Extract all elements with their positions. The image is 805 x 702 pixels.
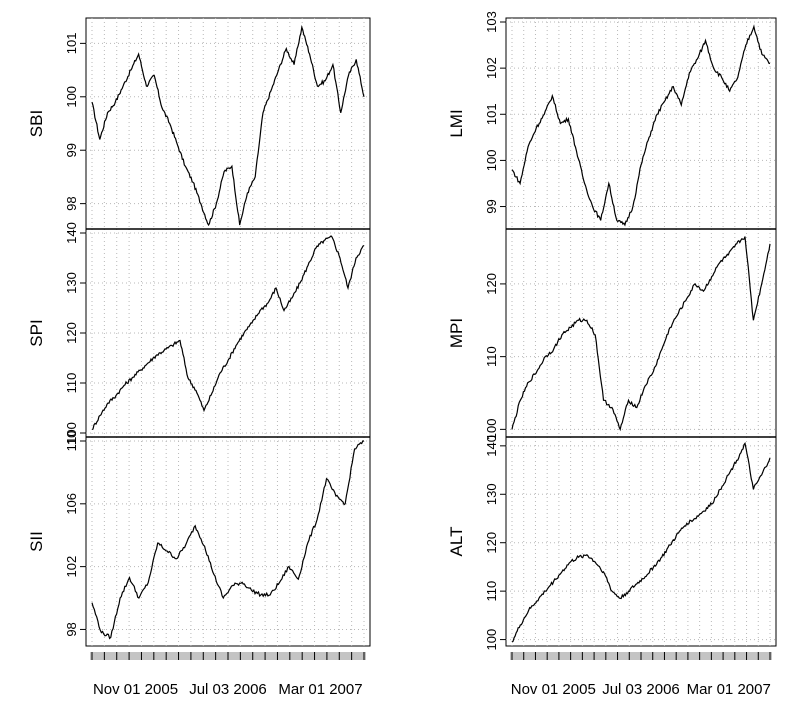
panel-lmi: 99 100 101 102 103 LMI bbox=[447, 11, 776, 229]
y-tick-label: 130 bbox=[64, 272, 79, 294]
series-line bbox=[511, 24, 771, 227]
time-axis: Nov 01 2005 Jul 03 2006 Mar 01 2007 bbox=[510, 652, 772, 698]
series-line bbox=[511, 442, 771, 643]
y-tick-label: 100 bbox=[64, 422, 79, 444]
y-tick-label: 140 bbox=[484, 435, 499, 457]
y-tick-label: 100 bbox=[64, 86, 79, 108]
panel-ylabel: SBI bbox=[27, 110, 46, 137]
x-date-label: Nov 01 2005 bbox=[511, 681, 596, 698]
x-date-label: Jul 03 2006 bbox=[602, 681, 680, 698]
panel-ylabel: MPI bbox=[447, 318, 466, 348]
panel-column-frame bbox=[505, 17, 777, 647]
y-tick-label: 99 bbox=[484, 199, 499, 213]
y-tick-label: 100 bbox=[484, 419, 499, 441]
panel-mpi: 100 110 120 MPI bbox=[447, 228, 776, 441]
y-tick-label: 99 bbox=[64, 143, 79, 157]
y-tick-label: 110 bbox=[484, 581, 499, 602]
y-tick-label: 103 bbox=[484, 11, 499, 33]
y-tick-label: 140 bbox=[64, 222, 79, 244]
y-tick-label: 100 bbox=[484, 150, 499, 172]
y-tick-label: 100 bbox=[484, 629, 499, 651]
x-date-label: Jul 03 2006 bbox=[189, 681, 267, 698]
panel-ylabel: SPI bbox=[27, 319, 46, 346]
series-line bbox=[91, 24, 365, 227]
panel-ylabel: ALT bbox=[447, 527, 466, 557]
x-date-label: Mar 01 2007 bbox=[278, 681, 362, 698]
y-tick-label: 130 bbox=[484, 483, 499, 505]
y-tick-label: 102 bbox=[64, 556, 79, 578]
panel-alt: 100 110 120 130 140 ALT bbox=[447, 435, 776, 650]
panel-spi: 100 110 120 130 140 SPI bbox=[27, 222, 370, 444]
time-axis: Nov 01 2005 Jul 03 2006 Mar 01 2007 bbox=[90, 652, 366, 698]
panel-ylabel: LMI bbox=[447, 109, 466, 137]
y-tick-label: 120 bbox=[64, 322, 79, 344]
y-tick-label: 106 bbox=[64, 493, 79, 515]
x-date-label: Nov 01 2005 bbox=[93, 681, 178, 698]
panel-sii: 98 102 106 110 SII bbox=[27, 431, 370, 646]
y-tick-label: 98 bbox=[64, 196, 79, 210]
series-line bbox=[511, 236, 771, 432]
y-tick-label: 102 bbox=[484, 57, 499, 79]
x-date-label: Mar 01 2007 bbox=[687, 681, 771, 698]
y-tick-label: 101 bbox=[64, 33, 79, 55]
series-line bbox=[91, 440, 364, 640]
y-tick-label: 110 bbox=[484, 346, 499, 367]
y-tick-label: 110 bbox=[64, 373, 79, 394]
panel-column-frame bbox=[85, 17, 371, 647]
y-tick-label: 98 bbox=[64, 622, 79, 636]
y-tick-label: 101 bbox=[484, 103, 499, 125]
panel-sbi: 98 99 100 101 SBI bbox=[27, 18, 370, 229]
y-tick-label: 120 bbox=[484, 273, 499, 295]
y-tick-label: 110 bbox=[64, 431, 79, 452]
series-line bbox=[91, 235, 365, 431]
panel-ylabel: SII bbox=[27, 531, 46, 552]
y-tick-label: 120 bbox=[484, 532, 499, 554]
